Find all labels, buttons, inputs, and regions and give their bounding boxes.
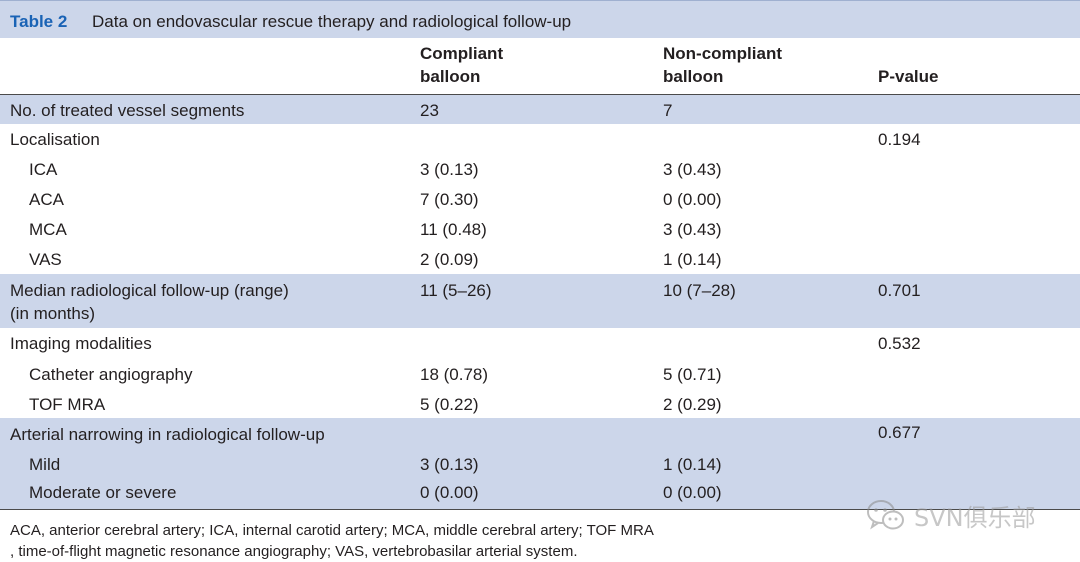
watermark: SVN俱乐部	[866, 498, 1036, 533]
cell-noncompliant: 0 (0.00)	[663, 483, 722, 502]
table-row: Median radiological follow-up (range) (i…	[0, 274, 1080, 328]
cell-noncompliant: 7	[663, 101, 673, 120]
cell-compliant: 18 (0.78)	[420, 365, 489, 384]
table-row: VAS 2 (0.09) 1 (0.14)	[0, 244, 1080, 274]
cell-noncompliant: 3 (0.43)	[663, 220, 722, 239]
header-pvalue: P-value	[878, 67, 939, 86]
footnote-line: , time-of-flight magnetic resonance angi…	[10, 543, 578, 560]
wechat-icon	[867, 499, 904, 529]
row-label: TOF MRA	[29, 395, 106, 414]
cell-pvalue: 0.194	[878, 130, 921, 149]
cell-compliant: 7 (0.30)	[420, 190, 479, 209]
row-label: Arterial narrowing in radiological follo…	[10, 425, 325, 444]
table-row: No. of treated vessel segments 23 7	[0, 95, 1080, 124]
header-noncompliant-line1: Non-compliant	[663, 44, 782, 63]
row-label: Median radiological follow-up (range)	[10, 281, 289, 300]
header-divider	[0, 94, 1080, 95]
cell-pvalue: 0.532	[878, 334, 921, 353]
cell-noncompliant: 1 (0.14)	[663, 250, 722, 269]
row-label: Catheter angiography	[29, 365, 193, 384]
table-title: Data on endovascular rescue therapy and …	[92, 12, 572, 31]
cell-compliant: 2 (0.09)	[420, 250, 479, 269]
header-compliant-line1: Compliant	[420, 44, 504, 63]
cell-compliant: 11 (5–26)	[420, 281, 492, 300]
table-footnote: ACA, anterior cerebral artery; ICA, inte…	[10, 520, 770, 562]
table-row: TOF MRA 5 (0.22) 2 (0.29)	[0, 388, 1080, 418]
row-label: No. of treated vessel segments	[10, 101, 245, 120]
row-label: Localisation	[10, 130, 100, 149]
row-label: ACA	[29, 190, 64, 209]
cell-compliant: 3 (0.13)	[420, 160, 479, 179]
cell-pvalue: 0.677	[878, 423, 921, 442]
row-label: Mild	[29, 455, 61, 474]
header-compliant: Compliant balloon	[420, 42, 503, 88]
cell-noncompliant: 10 (7–28)	[663, 281, 736, 300]
cell-noncompliant: 1 (0.14)	[663, 455, 722, 474]
header-compliant-line2: balloon	[420, 67, 481, 86]
cell-compliant: 11 (0.48)	[420, 220, 487, 239]
row-label: Imaging modalities	[10, 334, 152, 353]
table-row: Localisation 0.194	[0, 124, 1080, 154]
table-row: MCA 11 (0.48) 3 (0.43)	[0, 214, 1080, 244]
footnote-line: ACA, anterior cerebral artery; ICA, inte…	[10, 522, 654, 539]
row-label: VAS	[29, 250, 62, 269]
table-row: ACA 7 (0.30) 0 (0.00)	[0, 184, 1080, 214]
cell-noncompliant: 0 (0.00)	[663, 190, 722, 209]
cell-noncompliant: 2 (0.29)	[663, 395, 722, 414]
cell-pvalue: 0.701	[878, 281, 921, 300]
table-label: Table 2	[10, 12, 68, 31]
cell-noncompliant: 5 (0.71)	[663, 365, 722, 384]
cell-compliant: 0 (0.00)	[420, 483, 479, 502]
table-bottom-rule	[0, 509, 1080, 510]
watermark-text: SVN俱乐部	[914, 504, 1036, 532]
header-noncompliant-line2: balloon	[663, 67, 724, 86]
row-label: Moderate or severe	[29, 483, 177, 502]
row-label-continued: (in months)	[10, 304, 96, 323]
table-row: ICA 3 (0.13) 3 (0.43)	[0, 154, 1080, 184]
cell-compliant: 5 (0.22)	[420, 395, 479, 414]
header-noncompliant: Non-compliant balloon	[663, 42, 782, 88]
cell-noncompliant: 3 (0.43)	[663, 160, 722, 179]
cell-compliant: 3 (0.13)	[420, 455, 479, 474]
row-label: ICA	[29, 160, 58, 179]
row-label: MCA	[29, 220, 67, 239]
table-row: Catheter angiography 18 (0.78) 5 (0.71)	[0, 358, 1080, 388]
cell-compliant: 23	[420, 101, 439, 120]
table-title-bar: Table 2 Data on endovascular rescue ther…	[0, 0, 1080, 38]
table-row: Imaging modalities 0.532	[0, 328, 1080, 358]
table-row: Arterial narrowing in radiological follo…	[0, 418, 1080, 509]
